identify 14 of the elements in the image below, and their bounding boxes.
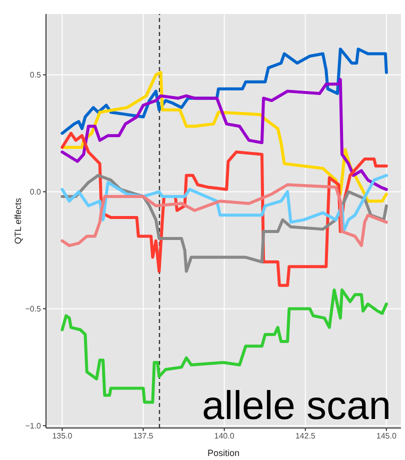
x-tick-label: 137.5 [133, 432, 154, 441]
y-tick-label: 0.5 [30, 70, 42, 80]
x-tick-label: 145.0 [376, 432, 397, 441]
x-tick-label: 135.0 [52, 432, 73, 441]
x-tick-label: 142.5 [295, 432, 316, 441]
x-tick-label: 140.0 [214, 432, 235, 441]
y-axis-title: QTL effects [13, 197, 24, 244]
y-tick-label: −1.0 [25, 422, 42, 430]
y-tick-label: −0.5 [25, 304, 42, 314]
line-series [60, 183, 388, 248]
line-series [60, 174, 388, 234]
x-axis-title: Position [207, 448, 240, 458]
annotation: allele scan [202, 384, 391, 428]
y-tick-label: 0.0 [30, 188, 42, 197]
